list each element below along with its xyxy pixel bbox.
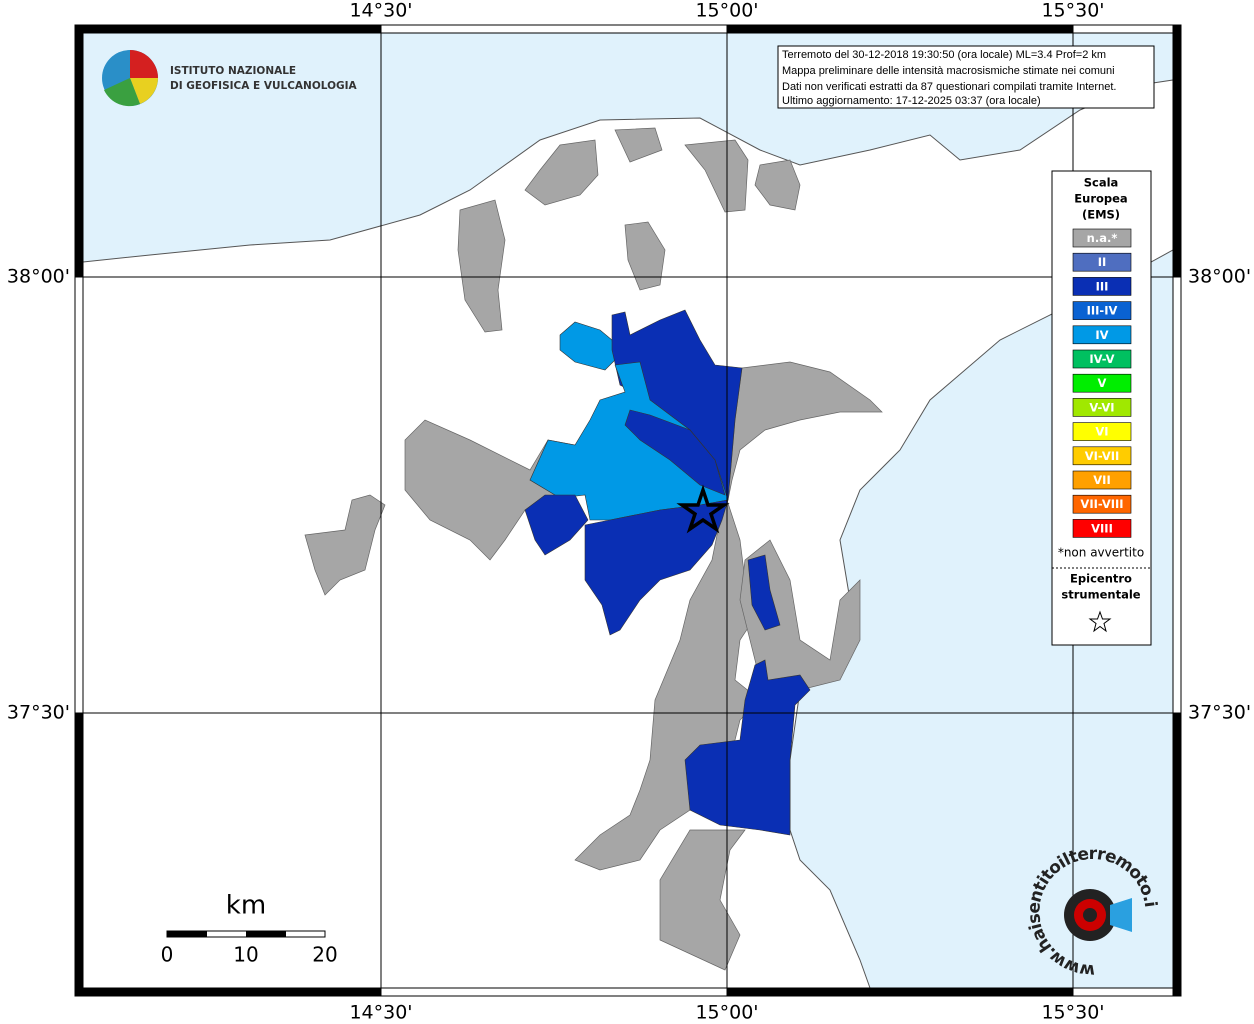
info-line: Mappa preliminare delle intensità macros… xyxy=(782,65,1115,77)
lat-label: 38°00' xyxy=(1188,266,1251,288)
scale-tick: 10 xyxy=(233,943,258,967)
frame xyxy=(74,24,1182,997)
institute-name: DI GEOFISICA E VULCANOLOGIA xyxy=(170,80,358,92)
lat-label: 38°00' xyxy=(7,266,70,288)
legend-swatch xyxy=(1072,373,1132,393)
legend-label: IV xyxy=(1095,328,1108,342)
lon-label: 15°30' xyxy=(1041,0,1104,22)
legend-epicenter: Epicentro xyxy=(1070,572,1132,586)
legend-note: *non avvertito xyxy=(1058,546,1144,560)
legend-swatch xyxy=(1072,422,1132,441)
legend-label: VI-VII xyxy=(1085,449,1120,463)
legend-label: n.a.* xyxy=(1087,231,1118,245)
lon-label: 14°30' xyxy=(349,0,412,22)
legend-label: V xyxy=(1098,376,1107,390)
legend-swatch xyxy=(1072,228,1132,248)
zones-felt xyxy=(524,309,811,836)
info-box xyxy=(777,45,1155,109)
legend-label: II xyxy=(1098,255,1107,269)
legend-swatch xyxy=(1072,277,1132,296)
lat-label: 37°30' xyxy=(1188,702,1251,724)
logo: ISTITUTO NAZIONALE DI GEOFISICA E VULCAN… xyxy=(102,50,358,107)
info-line: Terremoto del 30-12-2018 19:30:50 (ora l… xyxy=(782,49,1106,61)
zones-not-felt xyxy=(304,127,883,971)
legend-swatch xyxy=(1072,519,1132,538)
scale-bar: km 0 10 20 xyxy=(161,891,338,967)
legend-epicenter: strumentale xyxy=(1061,588,1140,602)
legend-swatch xyxy=(1072,398,1132,417)
lon-label: 15°30' xyxy=(1041,1002,1104,1024)
scale-tick: 20 xyxy=(312,943,337,967)
legend-label: VIII xyxy=(1091,521,1113,535)
legend-swatch xyxy=(1072,301,1132,320)
scale-unit: km xyxy=(226,891,266,921)
legend-swatch xyxy=(1072,446,1132,466)
info-line: Dati non verificati estratti da 87 quest… xyxy=(782,81,1116,93)
lat-label: 37°30' xyxy=(7,702,70,724)
legend-title: (EMS) xyxy=(1082,208,1120,222)
legend-label: VII-VIII xyxy=(1080,497,1123,511)
legend-swatch xyxy=(1072,325,1132,345)
legend-swatch xyxy=(1072,494,1132,514)
legend-swatch xyxy=(1072,349,1132,369)
legend-label: V-VI xyxy=(1089,400,1114,414)
legend: Scala Europea (EMS) *non avvertito Epice… xyxy=(1051,170,1152,646)
scale-tick: 0 xyxy=(161,943,174,967)
legend-title: Europea xyxy=(1074,192,1127,206)
lon-label: 14°30' xyxy=(349,1002,412,1024)
legend-label: VII xyxy=(1093,473,1110,487)
legend-swatch xyxy=(1072,252,1132,272)
info-line: Ultimo aggiornamento: 17-12-2025 03:37 (… xyxy=(782,95,1041,107)
legend-label: III xyxy=(1096,279,1109,293)
institute-name: ISTITUTO NAZIONALE xyxy=(170,65,296,77)
legend-label: IV-V xyxy=(1089,352,1114,366)
legend-title: Scala xyxy=(1084,176,1119,190)
epicenter xyxy=(676,484,730,534)
legend-label: III-IV xyxy=(1087,304,1118,318)
legend-label: VI xyxy=(1095,425,1108,439)
lon-label: 15°00' xyxy=(695,1002,758,1024)
lon-label: 15°00' xyxy=(695,0,758,22)
legend-swatch xyxy=(1072,470,1132,490)
